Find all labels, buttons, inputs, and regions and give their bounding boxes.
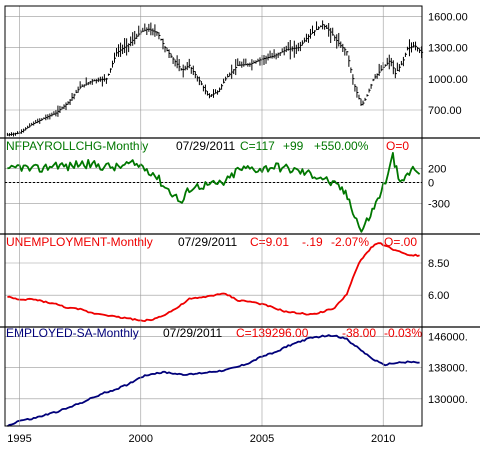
- x-axis-gridlines: [19, 6, 384, 426]
- unemployment-title: UNEMPLOYMENT-Monthly: [6, 235, 153, 249]
- employed-panel-y-ticks: 146000. 138000. 130000.: [428, 332, 468, 406]
- unemployment-stat-pct: -2.07%: [331, 235, 369, 249]
- price-panel-grid: [5, 16, 422, 111]
- payroll-stat-open: O=0: [386, 139, 409, 153]
- x-tick-label: 1995: [7, 433, 31, 445]
- employed-date: 07/29/2011: [163, 326, 222, 340]
- y-tick-label: 700.00: [428, 105, 462, 117]
- series-line: [7, 152, 421, 233]
- x-tick-label: 2000: [129, 433, 153, 445]
- employed-panel: 146000. 138000. 130000. EMPLOYED-SA-Monthl…: [5, 326, 468, 427]
- employed-stat-change: -38.00: [342, 326, 376, 340]
- x-axis-ticks: 1995 2000 2005 2010: [7, 433, 395, 445]
- y-tick-label: 8.50: [428, 258, 449, 270]
- unemployment-panel-line: [7, 242, 420, 322]
- payroll-title: NFPAYROLLCHG-Monthly: [6, 139, 148, 153]
- plot-frame: [4, 5, 423, 427]
- y-tick-label: 130000.: [428, 394, 468, 406]
- unemployment-panel-header: UNEMPLOYMENT-Monthly 07/29/2011 C=9.01 -…: [6, 235, 417, 249]
- unemployment-panel: 8.50 6.00 UNEMPLOYMENT-Monthly 07/29/2011…: [5, 235, 449, 322]
- unemployment-panel-y-ticks: 8.50 6.00: [428, 258, 449, 302]
- y-tick-label: 1600.00: [428, 11, 468, 23]
- y-tick-label: 200: [428, 163, 446, 175]
- price-panel-y-ticks: 1600.00 1300.00 1000.00 700.00: [428, 11, 468, 117]
- price-panel-bars: [6, 20, 424, 137]
- y-tick-label: 6.00: [428, 290, 449, 302]
- x-tick-label: 2005: [250, 433, 274, 445]
- y-tick-label: 146000.: [428, 332, 468, 344]
- price-panel: 1600.00 1300.00 1000.00 700.00: [5, 11, 468, 137]
- payroll-panel-line: [7, 152, 421, 233]
- panel-frames: [0, 5, 480, 427]
- y-tick-label: -300: [428, 199, 450, 211]
- series-line: [6, 334, 420, 427]
- payroll-panel-grid: [5, 168, 422, 204]
- payroll-date: 07/29/2011: [176, 139, 235, 153]
- series-line: [7, 242, 420, 322]
- unemployment-panel-grid: [5, 262, 422, 296]
- employed-stat-close: C=139296.00: [236, 326, 309, 340]
- unemployment-date: 07/29/2011: [178, 235, 237, 249]
- y-tick-label: 0: [428, 177, 434, 189]
- payroll-stat-close: C=117: [240, 139, 275, 153]
- payroll-panel-y-ticks: 0 200 -300: [428, 163, 450, 210]
- y-tick-label: 1000.00: [428, 74, 468, 86]
- employed-stat-pct: -0.03%: [384, 326, 422, 340]
- y-tick-label: 138000.: [428, 363, 468, 375]
- employed-panel-grid: [5, 336, 422, 400]
- x-tick-label: 2010: [371, 433, 395, 445]
- unemployment-stat-change: -.19: [302, 235, 323, 249]
- employed-panel-header: EMPLOYED-SA-Monthly 07/29/2011 C=139296.…: [6, 326, 422, 340]
- y-tick-label: 1300.00: [428, 43, 468, 55]
- employed-title: EMPLOYED-SA-Monthly: [6, 326, 139, 340]
- unemployment-stat-close: C=9.01: [250, 235, 289, 249]
- payroll-panel-header: NFPAYROLLCHG-Monthly 07/29/2011 C=117 +9…: [6, 139, 409, 153]
- payroll-stat-pct: +550.00%: [314, 139, 369, 153]
- payroll-stat-change: +99: [283, 139, 304, 153]
- unemployment-stat-open: O=.00: [384, 235, 417, 249]
- payroll-panel: 0 200 -300 NFPAYROLLCHG-Monthly 07/29/2011…: [5, 139, 450, 233]
- employed-panel-line: [6, 334, 420, 427]
